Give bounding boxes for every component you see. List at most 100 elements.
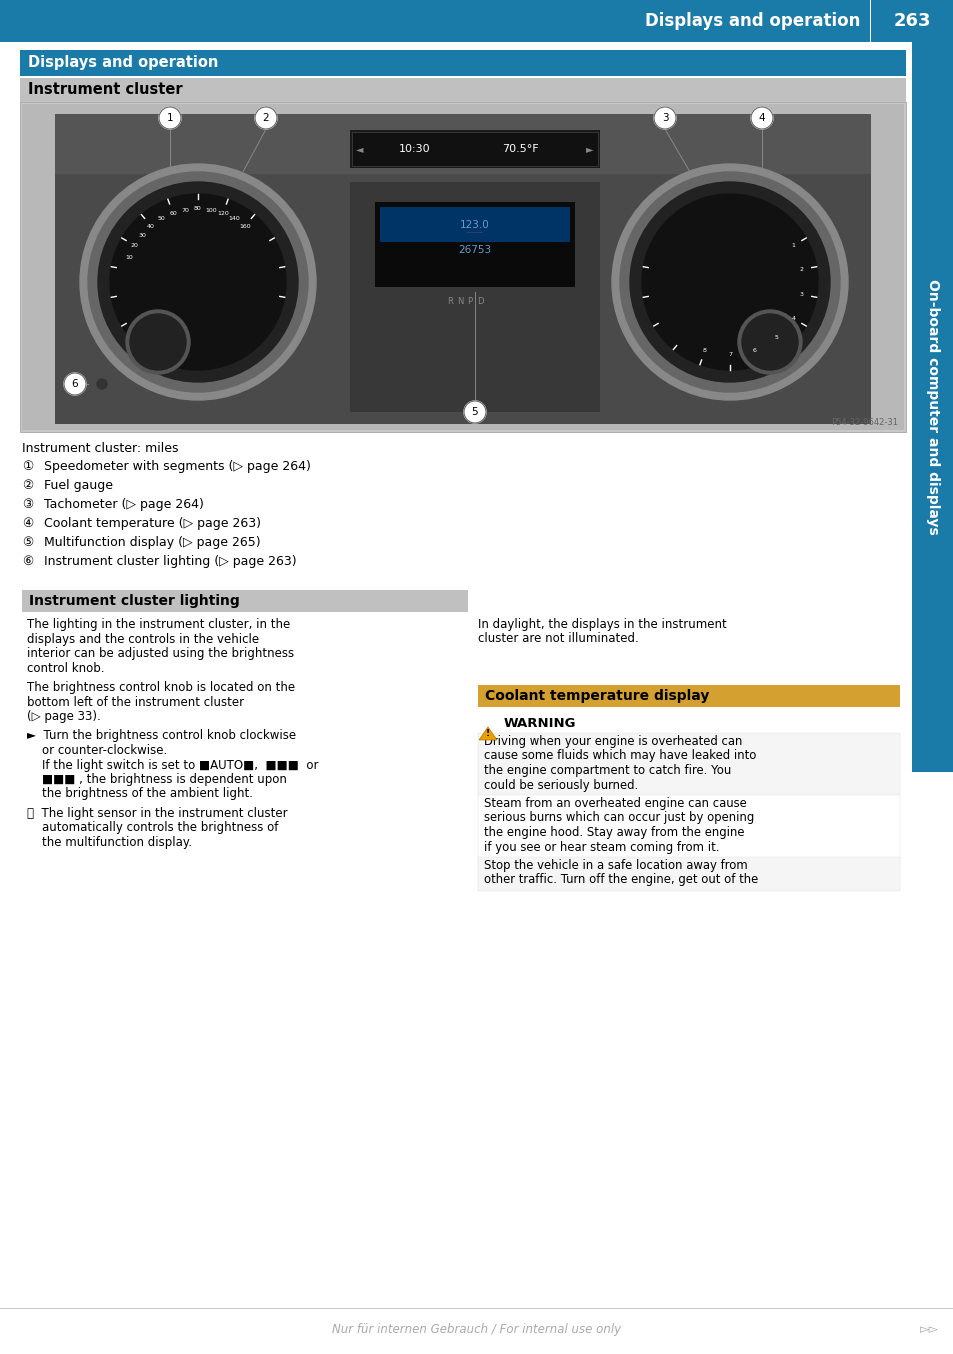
Text: 3: 3 bbox=[799, 292, 803, 297]
Text: 70: 70 bbox=[181, 207, 189, 213]
Text: The lighting in the instrument cluster, in the: The lighting in the instrument cluster, … bbox=[27, 617, 290, 631]
Text: Tachometer (▷ page 264): Tachometer (▷ page 264) bbox=[44, 498, 204, 510]
Text: R: R bbox=[447, 298, 453, 306]
Circle shape bbox=[741, 314, 797, 370]
Text: the engine hood. Stay away from the engine: the engine hood. Stay away from the engi… bbox=[483, 826, 743, 839]
Bar bbox=[22, 590, 468, 612]
Text: the multifunction display.: the multifunction display. bbox=[27, 835, 192, 849]
Text: ③: ③ bbox=[22, 498, 33, 510]
Text: 4: 4 bbox=[790, 315, 795, 321]
Text: In daylight, the displays in the instrument: In daylight, the displays in the instrum… bbox=[477, 617, 726, 631]
Text: D: D bbox=[476, 298, 483, 306]
Text: 6: 6 bbox=[752, 348, 756, 353]
Circle shape bbox=[612, 164, 847, 399]
Bar bbox=[22, 104, 903, 431]
Circle shape bbox=[64, 372, 86, 395]
Circle shape bbox=[654, 107, 676, 129]
Circle shape bbox=[254, 107, 276, 129]
Text: could be seriously burned.: could be seriously burned. bbox=[483, 779, 638, 792]
Text: 2: 2 bbox=[799, 267, 803, 272]
Text: Fuel gauge: Fuel gauge bbox=[44, 479, 112, 492]
Text: 26753: 26753 bbox=[458, 245, 491, 255]
Text: the engine compartment to catch fire. You: the engine compartment to catch fire. Yo… bbox=[483, 764, 731, 777]
Bar bbox=[20, 102, 905, 432]
Text: 4: 4 bbox=[758, 112, 764, 123]
Text: ■■■ , the brightness is dependent upon: ■■■ , the brightness is dependent upon bbox=[27, 773, 287, 787]
Text: 5: 5 bbox=[774, 336, 778, 340]
Text: cause some fluids which may have leaked into: cause some fluids which may have leaked … bbox=[483, 750, 756, 762]
Text: Instrument cluster: Instrument cluster bbox=[28, 83, 182, 97]
Text: or counter-clockwise.: or counter-clockwise. bbox=[27, 743, 167, 757]
Text: 70.5°F: 70.5°F bbox=[501, 144, 537, 154]
Text: if you see or hear steam coming from it.: if you see or hear steam coming from it. bbox=[483, 841, 719, 853]
Text: If the light switch is set to ■AUTO■,  ■■■  or: If the light switch is set to ■AUTO■, ■■… bbox=[27, 758, 318, 772]
Text: Nur für internen Gebrauch / For internal use only: Nur für internen Gebrauch / For internal… bbox=[332, 1323, 621, 1336]
Text: ②: ② bbox=[22, 479, 33, 492]
Text: 80: 80 bbox=[193, 207, 202, 211]
Text: 10: 10 bbox=[126, 255, 133, 260]
Text: 30: 30 bbox=[138, 233, 146, 237]
Bar bbox=[350, 130, 599, 168]
Text: 6: 6 bbox=[71, 379, 78, 389]
Text: (▷ page 33).: (▷ page 33). bbox=[27, 709, 101, 723]
Text: ▻▻: ▻▻ bbox=[920, 1323, 939, 1336]
Circle shape bbox=[619, 172, 840, 393]
Circle shape bbox=[126, 310, 190, 374]
Text: 140: 140 bbox=[229, 217, 240, 221]
Text: bottom left of the instrument cluster: bottom left of the instrument cluster bbox=[27, 696, 244, 708]
Text: ⓘ  The light sensor in the instrument cluster: ⓘ The light sensor in the instrument clu… bbox=[27, 807, 287, 821]
Text: ①: ① bbox=[22, 460, 33, 473]
Text: Instrument cluster lighting: Instrument cluster lighting bbox=[29, 594, 239, 608]
Text: 5: 5 bbox=[471, 408, 477, 417]
Text: 1: 1 bbox=[167, 112, 173, 123]
Bar bbox=[379, 207, 569, 242]
Text: the brightness of the ambient light.: the brightness of the ambient light. bbox=[27, 788, 253, 800]
Text: Driving when your engine is overheated can: Driving when your engine is overheated c… bbox=[483, 735, 741, 747]
Circle shape bbox=[88, 172, 308, 393]
Text: The brightness control knob is located on the: The brightness control knob is located o… bbox=[27, 681, 294, 695]
Text: ⑤: ⑤ bbox=[22, 536, 33, 548]
Text: WARNING: WARNING bbox=[503, 718, 576, 730]
Circle shape bbox=[750, 107, 772, 129]
Bar bbox=[477, 733, 899, 796]
Text: P54-32-9642-31: P54-32-9642-31 bbox=[830, 418, 897, 427]
Text: ────: ──── bbox=[466, 230, 483, 236]
Bar bbox=[477, 795, 899, 858]
Bar bbox=[55, 114, 870, 175]
Circle shape bbox=[110, 194, 286, 370]
Circle shape bbox=[738, 310, 801, 374]
Text: ►: ► bbox=[586, 144, 593, 154]
Bar bbox=[55, 114, 870, 424]
Text: 263: 263 bbox=[892, 12, 930, 30]
Text: 60: 60 bbox=[169, 211, 176, 215]
Text: Displays and operation: Displays and operation bbox=[644, 12, 859, 30]
Circle shape bbox=[463, 401, 485, 422]
Text: 100: 100 bbox=[205, 207, 216, 213]
Text: 2: 2 bbox=[262, 112, 269, 123]
Bar bbox=[869, 0, 871, 42]
Text: Stop the vehicle in a safe location away from: Stop the vehicle in a safe location away… bbox=[483, 858, 747, 872]
Bar bbox=[350, 181, 599, 412]
Text: 3: 3 bbox=[661, 112, 668, 123]
Text: automatically controls the brightness of: automatically controls the brightness of bbox=[27, 822, 278, 834]
Text: Steam from an overheated engine can cause: Steam from an overheated engine can caus… bbox=[483, 798, 746, 810]
Text: P: P bbox=[467, 298, 472, 306]
Text: On-board computer and displays: On-board computer and displays bbox=[925, 279, 939, 535]
Text: Displays and operation: Displays and operation bbox=[28, 56, 218, 70]
Circle shape bbox=[159, 107, 181, 129]
Text: ◄: ◄ bbox=[355, 144, 363, 154]
Text: Coolant temperature display: Coolant temperature display bbox=[484, 689, 709, 703]
Text: interior can be adjusted using the brightness: interior can be adjusted using the brigh… bbox=[27, 647, 294, 659]
Text: Multifunction display (▷ page 265): Multifunction display (▷ page 265) bbox=[44, 536, 260, 548]
Text: cluster are not illuminated.: cluster are not illuminated. bbox=[477, 632, 639, 646]
Circle shape bbox=[80, 164, 315, 399]
Text: 50: 50 bbox=[157, 217, 165, 221]
Circle shape bbox=[130, 314, 186, 370]
Text: serious burns which can occur just by opening: serious burns which can occur just by op… bbox=[483, 811, 754, 825]
Bar bbox=[375, 202, 575, 287]
Text: Speedometer with segments (▷ page 264): Speedometer with segments (▷ page 264) bbox=[44, 460, 311, 473]
Text: Instrument cluster lighting (▷ page 263): Instrument cluster lighting (▷ page 263) bbox=[44, 555, 296, 567]
Text: 160: 160 bbox=[239, 223, 251, 229]
Text: N: N bbox=[456, 298, 463, 306]
Text: ►  Turn the brightness control knob clockwise: ► Turn the brightness control knob clock… bbox=[27, 730, 295, 742]
